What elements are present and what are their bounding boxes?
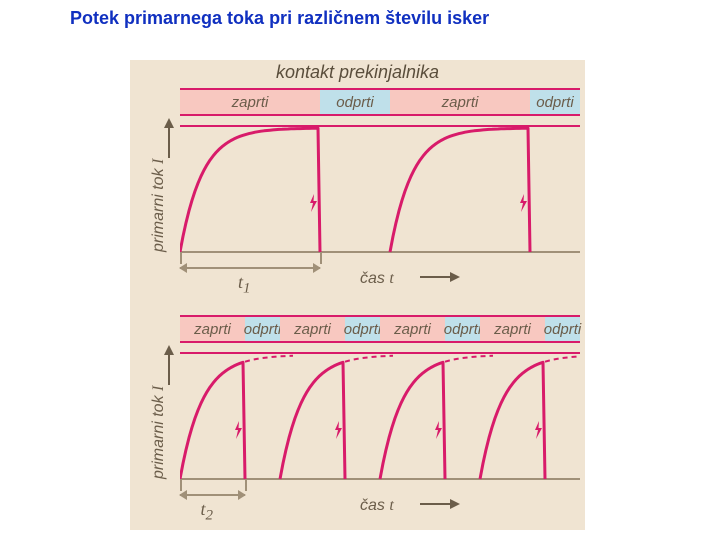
y-axis-arrow-icon <box>162 345 176 390</box>
time-label: t1 <box>238 272 251 298</box>
current-curve <box>180 349 580 485</box>
segment-open: odprti <box>320 88 390 116</box>
segment-closed: zaprti <box>280 315 345 343</box>
current-curve <box>180 122 580 258</box>
segment-open: odprti <box>245 315 280 343</box>
spark-icon <box>518 194 528 212</box>
spark-icon <box>533 421 543 439</box>
chart-top: primarni tok Izaprtiodprtizaprtiodprti.h… <box>180 88 580 278</box>
state-bar: zaprtiodprtizaprtiodprti <box>180 88 580 116</box>
page-title: Potek primarnega toka pri različnem štev… <box>70 8 489 29</box>
diagram-area: kontakt prekinjalnika primarni tok Izapr… <box>130 60 585 530</box>
segment-open: odprti <box>345 315 380 343</box>
segment-closed: zaprti <box>180 315 245 343</box>
x-axis-label: čas t <box>360 270 394 288</box>
x-axis-label: čas t <box>360 497 394 515</box>
time-label: t2 <box>201 499 214 525</box>
spark-icon <box>433 421 443 439</box>
segment-closed: zaprti <box>380 315 445 343</box>
segment-closed: zaprti <box>390 88 530 116</box>
segment-open: odprti <box>445 315 480 343</box>
segment-closed: zaprti <box>180 88 320 116</box>
x-axis-arrow-icon <box>420 270 460 289</box>
spark-icon <box>308 194 318 212</box>
time-span-arrow-icon: .harrow.both::before{border-right-color:… <box>180 494 245 496</box>
spark-icon <box>333 421 343 439</box>
segment-open: odprti <box>530 88 580 116</box>
header-label: kontakt prekinjalnika <box>130 62 585 83</box>
y-axis-label: primarni tok I <box>150 159 168 252</box>
x-axis-arrow-icon <box>420 497 460 516</box>
segment-open: odprti <box>545 315 580 343</box>
time-span-arrow-icon: .harrow.both::before{border-right-color:… <box>180 267 320 269</box>
segment-closed: zaprti <box>480 315 545 343</box>
spark-icon <box>233 421 243 439</box>
y-axis-arrow-icon <box>162 118 176 163</box>
y-axis-label: primarni tok I <box>150 386 168 479</box>
state-bar: zaprtiodprtizaprtiodprtizaprtiodprtizapr… <box>180 315 580 343</box>
chart-bottom: primarni tok Izaprtiodprtizaprtiodprtiza… <box>180 315 580 515</box>
